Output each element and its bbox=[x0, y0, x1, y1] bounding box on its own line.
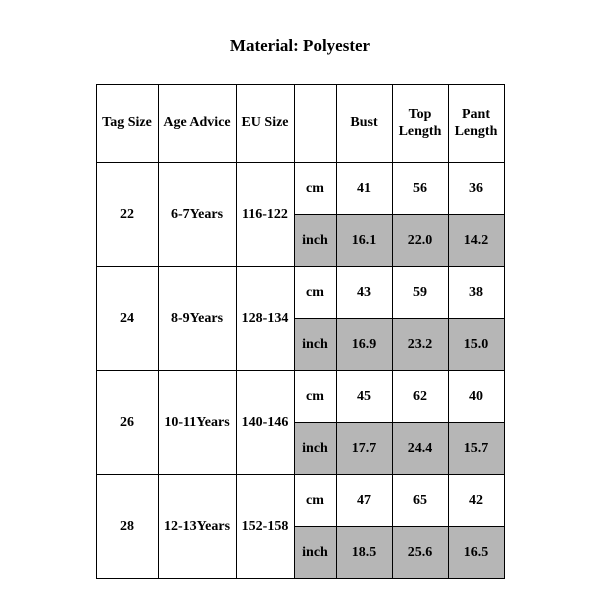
cell-top: 22.0 bbox=[392, 215, 448, 267]
cell-bust: 45 bbox=[336, 371, 392, 423]
cell-bust: 16.9 bbox=[336, 319, 392, 371]
cell-tag-size: 22 bbox=[96, 163, 158, 267]
cell-age-advice: 12-13Years bbox=[158, 475, 236, 579]
cell-pant: 15.0 bbox=[448, 319, 504, 371]
cell-top: 65 bbox=[392, 475, 448, 527]
cell-top: 23.2 bbox=[392, 319, 448, 371]
size-chart-page: { "title": "Material: Polyester", "colum… bbox=[0, 0, 600, 600]
cell-tag-size: 28 bbox=[96, 475, 158, 579]
cell-unit-cm: cm bbox=[294, 267, 336, 319]
cell-top: 59 bbox=[392, 267, 448, 319]
cell-eu-size: 152-158 bbox=[236, 475, 294, 579]
cell-top: 62 bbox=[392, 371, 448, 423]
cell-eu-size: 116-122 bbox=[236, 163, 294, 267]
cell-bust: 18.5 bbox=[336, 527, 392, 579]
header-row: Tag Size Age Advice EU Size Bust Top Len… bbox=[96, 85, 504, 163]
cell-tag-size: 24 bbox=[96, 267, 158, 371]
cell-pant: 38 bbox=[448, 267, 504, 319]
table-row: 22 6-7Years 116-122 cm 41 56 36 bbox=[96, 163, 504, 215]
cell-bust: 47 bbox=[336, 475, 392, 527]
table-row: 26 10-11Years 140-146 cm 45 62 40 bbox=[96, 371, 504, 423]
cell-age-advice: 10-11Years bbox=[158, 371, 236, 475]
col-top-length: Top Length bbox=[392, 85, 448, 163]
cell-top: 24.4 bbox=[392, 423, 448, 475]
cell-pant: 16.5 bbox=[448, 527, 504, 579]
cell-unit-inch: inch bbox=[294, 527, 336, 579]
material-title: Material: Polyester bbox=[0, 0, 600, 84]
cell-bust: 17.7 bbox=[336, 423, 392, 475]
cell-pant: 42 bbox=[448, 475, 504, 527]
size-chart-table: Tag Size Age Advice EU Size Bust Top Len… bbox=[96, 84, 505, 579]
cell-top: 25.6 bbox=[392, 527, 448, 579]
col-age-advice: Age Advice bbox=[158, 85, 236, 163]
table-row: 28 12-13Years 152-158 cm 47 65 42 bbox=[96, 475, 504, 527]
cell-pant: 40 bbox=[448, 371, 504, 423]
cell-tag-size: 26 bbox=[96, 371, 158, 475]
cell-unit-cm: cm bbox=[294, 371, 336, 423]
cell-age-advice: 6-7Years bbox=[158, 163, 236, 267]
cell-bust: 41 bbox=[336, 163, 392, 215]
cell-unit-cm: cm bbox=[294, 163, 336, 215]
cell-unit-cm: cm bbox=[294, 475, 336, 527]
cell-age-advice: 8-9Years bbox=[158, 267, 236, 371]
cell-eu-size: 140-146 bbox=[236, 371, 294, 475]
cell-unit-inch: inch bbox=[294, 319, 336, 371]
col-tag-size: Tag Size bbox=[96, 85, 158, 163]
col-eu-size: EU Size bbox=[236, 85, 294, 163]
cell-pant: 15.7 bbox=[448, 423, 504, 475]
cell-top: 56 bbox=[392, 163, 448, 215]
cell-pant: 36 bbox=[448, 163, 504, 215]
cell-unit-inch: inch bbox=[294, 215, 336, 267]
col-unit bbox=[294, 85, 336, 163]
col-bust: Bust bbox=[336, 85, 392, 163]
cell-unit-inch: inch bbox=[294, 423, 336, 475]
cell-eu-size: 128-134 bbox=[236, 267, 294, 371]
cell-bust: 43 bbox=[336, 267, 392, 319]
table-row: 24 8-9Years 128-134 cm 43 59 38 bbox=[96, 267, 504, 319]
col-pant-length: Pant Length bbox=[448, 85, 504, 163]
cell-pant: 14.2 bbox=[448, 215, 504, 267]
cell-bust: 16.1 bbox=[336, 215, 392, 267]
